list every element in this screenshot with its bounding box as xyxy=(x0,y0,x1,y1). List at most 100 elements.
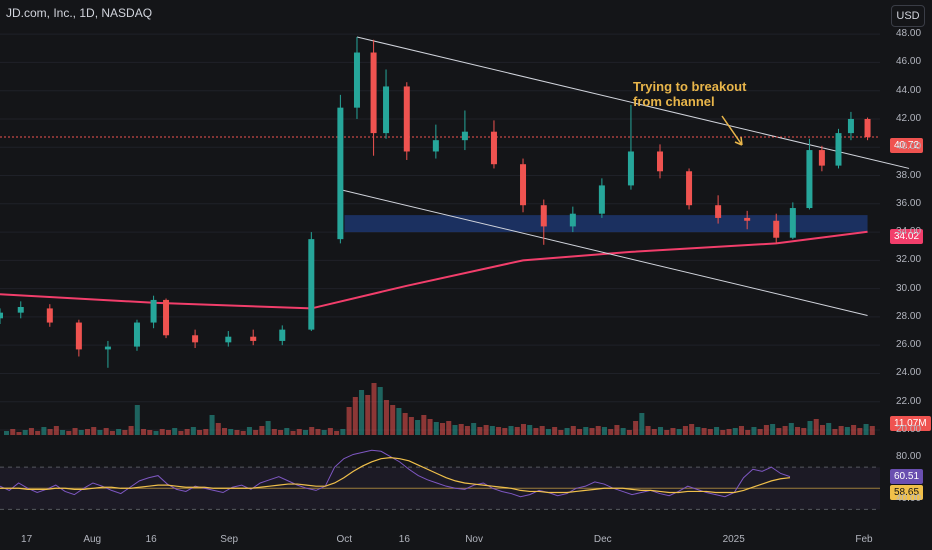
candle-body xyxy=(225,336,232,343)
candle-body xyxy=(627,151,634,186)
volume-bar xyxy=(16,432,22,435)
volume-bar xyxy=(165,430,171,435)
volume-bar xyxy=(583,427,589,435)
volume-bar xyxy=(807,421,813,435)
volume-bar xyxy=(371,383,377,435)
volume-bar xyxy=(520,424,526,435)
price-tick-label: 22.00 xyxy=(896,395,922,407)
time-tick-label: Oct xyxy=(336,534,353,545)
volume-bar xyxy=(496,427,502,435)
volume-bar xyxy=(813,419,819,435)
annotation-arrow xyxy=(721,115,743,146)
volume-bar xyxy=(670,428,676,435)
price-tick-label: 36.00 xyxy=(896,197,922,209)
volume-bar xyxy=(47,429,53,435)
volume-bar xyxy=(633,421,639,435)
candle-body xyxy=(773,220,780,238)
volume-bar xyxy=(552,427,558,435)
volume-bar xyxy=(788,423,794,435)
volume-bar xyxy=(53,426,59,435)
volume-bar xyxy=(28,428,34,435)
volume-bar xyxy=(745,430,751,435)
volume-bar xyxy=(415,420,421,435)
volume-bar xyxy=(626,430,632,435)
ma-badge: 34.02 xyxy=(890,229,924,244)
candle-body xyxy=(520,164,527,206)
volume-bar xyxy=(97,430,103,435)
volume-bar xyxy=(141,429,147,435)
volume-bar xyxy=(22,430,28,435)
channel-lower-line xyxy=(340,189,868,316)
volume-bar xyxy=(334,431,340,435)
volume-bar xyxy=(608,429,614,435)
candle-body xyxy=(569,213,576,227)
time-tick-label: Aug xyxy=(83,534,102,545)
volume-bar xyxy=(869,426,875,435)
candle-body xyxy=(598,185,605,214)
volume-bar xyxy=(352,397,358,435)
candle-body xyxy=(370,52,377,134)
volume-bar xyxy=(701,428,707,435)
volume-bar xyxy=(508,426,514,435)
volume-bar xyxy=(564,428,570,435)
volume-bar xyxy=(184,429,190,435)
candle-body xyxy=(75,322,82,350)
volume-bar xyxy=(4,431,10,435)
price-tick-label: 32.00 xyxy=(896,254,922,266)
volume-bar xyxy=(558,430,564,435)
volume-bar xyxy=(203,429,209,435)
price-tick-label: 40.00 xyxy=(896,141,922,153)
volume-bar xyxy=(222,428,228,435)
volume-bar xyxy=(172,428,178,435)
currency-button[interactable]: USD xyxy=(891,5,925,27)
volume-bar xyxy=(321,430,327,435)
volume-bar xyxy=(832,429,838,435)
volume-bar xyxy=(10,429,16,435)
candle-body xyxy=(250,336,257,341)
rsi-tick-label: 80.00 xyxy=(896,450,922,462)
volume-bar xyxy=(84,429,90,435)
volume-bar xyxy=(601,427,607,435)
volume-bar xyxy=(116,429,122,435)
volume-bar xyxy=(302,430,308,435)
volume-bar xyxy=(682,426,688,435)
volume-bar xyxy=(234,430,240,435)
volume-bar xyxy=(658,427,664,435)
time-tick-label: Dec xyxy=(593,534,612,545)
candle-body xyxy=(461,131,468,141)
volume-bars xyxy=(4,383,875,435)
volume-bar xyxy=(502,428,508,435)
volume-bar xyxy=(464,426,470,435)
volume-bar xyxy=(614,425,620,435)
volume-bar xyxy=(763,425,769,435)
candle-body xyxy=(744,217,751,221)
candle-body xyxy=(835,133,842,166)
price-tick-label: 24.00 xyxy=(896,367,922,379)
volume-bar xyxy=(60,430,66,435)
volume-bar xyxy=(278,430,284,435)
volume-bar xyxy=(433,422,439,435)
volume-bar xyxy=(863,424,869,435)
candle-body xyxy=(864,118,871,138)
time-tick-label: Feb xyxy=(855,534,873,545)
volume-bar xyxy=(178,431,184,435)
candle-body xyxy=(818,150,825,166)
volume-bar xyxy=(738,426,744,435)
candle-body xyxy=(337,107,344,240)
moving-average-line xyxy=(0,230,868,310)
volume-bar xyxy=(359,390,365,435)
volume-bar xyxy=(645,426,651,435)
price-tick-label: 26.00 xyxy=(896,339,922,351)
volume-bar xyxy=(446,421,452,435)
volume-bar xyxy=(639,413,645,435)
volume-bar xyxy=(246,427,252,435)
volume-bar xyxy=(664,430,670,435)
volume-bar xyxy=(676,429,682,435)
volume-bar xyxy=(471,423,477,435)
volume-bar xyxy=(651,429,657,435)
volume-bar xyxy=(259,426,265,435)
volume-badge: 11.07M xyxy=(890,416,931,431)
volume-bar xyxy=(595,426,601,435)
volume-bar xyxy=(533,428,539,435)
volume-bar xyxy=(327,428,333,435)
